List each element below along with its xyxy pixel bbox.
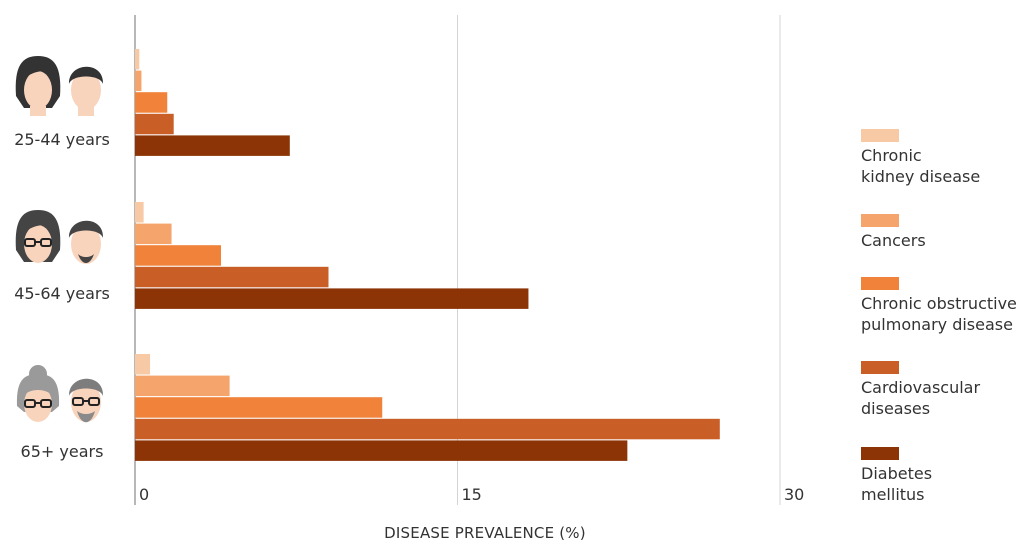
bars <box>135 49 720 461</box>
x-tick-label: 30 <box>784 485 804 504</box>
young-couple-icon <box>15 56 104 116</box>
bar <box>135 266 329 288</box>
legend-label: diseases <box>861 399 930 418</box>
legend-swatch <box>861 361 899 374</box>
legend-swatch <box>861 129 899 142</box>
legend-item: Cancers <box>861 214 926 250</box>
legend-swatch <box>861 277 899 290</box>
age-group-label: 25-44 years <box>14 130 110 149</box>
group-labels: 25-44 years 45-64 years 65+ years <box>14 130 110 461</box>
legend-label: mellitus <box>861 485 925 504</box>
legend-swatch <box>861 214 899 227</box>
bar <box>135 202 144 223</box>
legend-label: Chronic <box>861 146 922 165</box>
legend-label: pulmonary disease <box>861 315 1013 334</box>
bar <box>135 354 151 375</box>
legend-item: Chronic obstructive pulmonary disease <box>861 277 1017 334</box>
legend-label: Cardiovascular <box>861 378 980 397</box>
bar <box>135 245 221 266</box>
legend-item: Diabetes mellitus <box>861 447 932 504</box>
x-tick-label: 15 <box>462 485 482 504</box>
bar <box>135 223 172 245</box>
elderly-couple-icon <box>16 365 104 423</box>
legend-item: Chronic kidney disease <box>861 129 980 186</box>
x-tick-labels: 0 15 30 <box>139 485 804 504</box>
bar <box>135 92 168 113</box>
legend-swatch <box>861 447 899 460</box>
legend: Chronic kidney disease Cancers Chronic obst… <box>861 129 1017 504</box>
bar <box>135 70 142 92</box>
x-tick-label: 0 <box>139 485 149 504</box>
legend-item: Cardiovascular diseases <box>861 361 980 418</box>
age-group-label: 45-64 years <box>14 284 110 303</box>
bar <box>135 418 720 440</box>
x-axis-title: DISEASE PREVALENCE (%) <box>384 524 586 542</box>
bar <box>135 288 529 309</box>
bar <box>135 135 290 156</box>
bar <box>135 375 230 397</box>
bar <box>135 397 383 418</box>
middle-aged-couple-icon <box>15 210 104 264</box>
legend-label: Cancers <box>861 231 926 250</box>
legend-label: kidney disease <box>861 167 980 186</box>
bar <box>135 440 628 461</box>
legend-label: Chronic obstructive <box>861 294 1017 313</box>
legend-label: Diabetes <box>861 464 932 483</box>
bar <box>135 49 140 70</box>
age-group-label: 65+ years <box>21 442 104 461</box>
bar <box>135 113 174 135</box>
